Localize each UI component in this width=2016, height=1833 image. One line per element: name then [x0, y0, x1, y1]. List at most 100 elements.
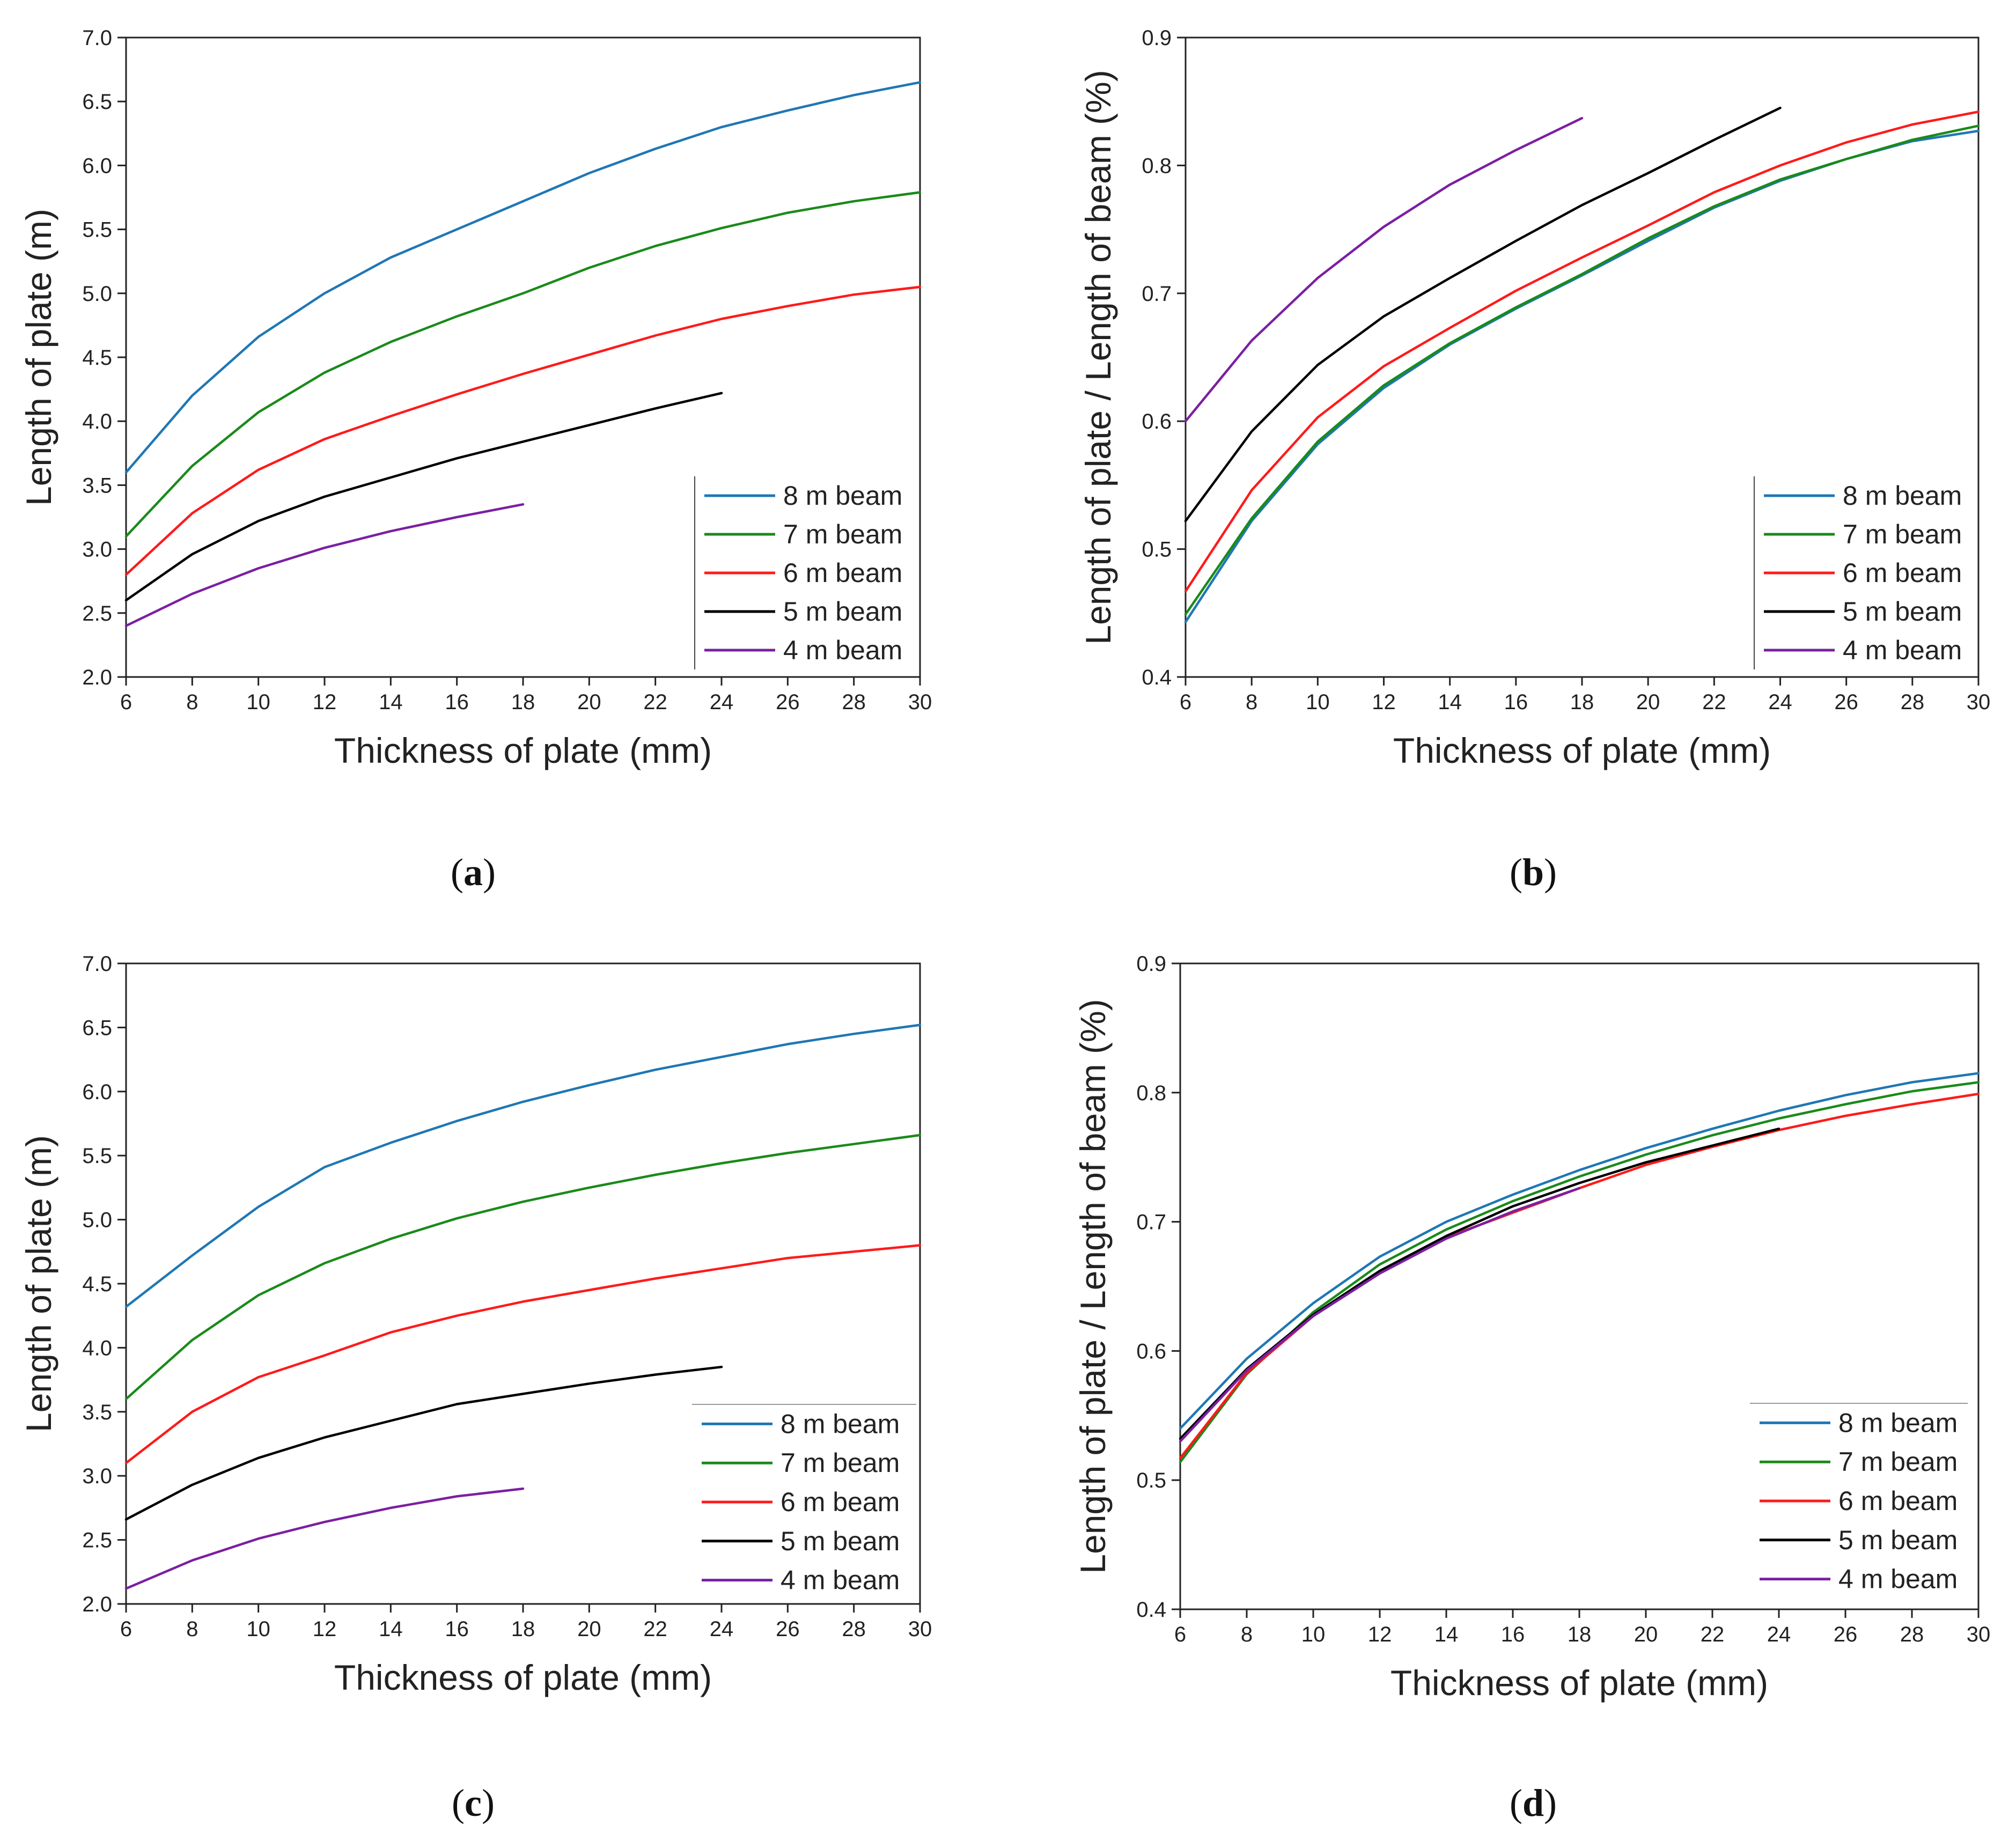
- x-tick-label: 26: [1834, 1623, 1858, 1646]
- chart-panel-b: 6 8 10 12 14 16 18 20 22 24 26 28 30 0.4 0.5 0.6 0.7 0.8 0…: [1078, 26, 1990, 894]
- y-tick-label: 0.4: [1142, 666, 1172, 689]
- y-tick-label: 0.6: [1136, 1339, 1166, 1363]
- legend-label: 8 m beam: [783, 481, 902, 511]
- legend: 8 m beam 7 m beam 6 m beam 5 m beam 4 m beam: [692, 1404, 916, 1595]
- y-tick-label: 0.5: [1142, 538, 1172, 562]
- x-axis-label: Thickness of plate (mm): [1390, 1663, 1768, 1703]
- x-tick-label: 30: [908, 1617, 932, 1641]
- series-line-7-m-beam: [1179, 1081, 1980, 1463]
- legend-label: 7 m beam: [1843, 519, 1962, 549]
- series-line-8-m-beam: [124, 81, 922, 474]
- legend-label: 6 m beam: [1843, 558, 1962, 588]
- series-line-6-m-beam: [124, 285, 922, 576]
- series-line-4-m-beam: [124, 503, 525, 627]
- x-tick-label: 28: [842, 1617, 866, 1641]
- y-tick-label: 2.5: [82, 1529, 112, 1552]
- y-tick-label: 4.5: [82, 346, 112, 370]
- series-line-5-m-beam: [124, 1365, 723, 1521]
- x-tick-label: 8: [1246, 690, 1257, 714]
- x-tick-label: 30: [1967, 1623, 1991, 1646]
- legend: 8 m beam 7 m beam 6 m beam 5 m beam 4 m beam: [1754, 476, 1962, 669]
- x-tick-label: 18: [1568, 1623, 1592, 1646]
- series-line-7-m-beam: [124, 1133, 922, 1401]
- y-tick-label: 5.5: [82, 218, 112, 242]
- legend-label: 5 m beam: [783, 597, 902, 627]
- y-tick-label: 4.5: [82, 1272, 112, 1296]
- x-tick-label: 10: [1306, 690, 1330, 714]
- series-line-4-m-beam: [124, 1487, 525, 1590]
- y-tick-label: 5.0: [82, 1209, 112, 1232]
- panel-caption: (b): [1510, 851, 1557, 894]
- legend: 8 m beam 7 m beam 6 m beam 5 m beam 4 m beam: [1750, 1403, 1968, 1594]
- legend-label: 4 m beam: [1843, 635, 1962, 665]
- chart-panel-c: 6 8 10 12 14 16 18 20 22 24 26 28 30 2.0 2.5 3.0 3.5 4.0 4…: [19, 952, 932, 1824]
- x-tick-label: 14: [379, 1617, 403, 1641]
- y-tick-label: 3.5: [82, 1401, 112, 1424]
- series-line-4-m-beam: [1179, 1187, 1581, 1443]
- x-tick-label: 12: [313, 1617, 337, 1641]
- y-tick-label: 2.0: [82, 666, 112, 689]
- x-tick-label: 8: [186, 1617, 198, 1641]
- series-line-7-m-beam: [124, 191, 922, 538]
- y-tick-label: 7.0: [82, 952, 112, 976]
- legend-label: 4 m beam: [781, 1565, 900, 1595]
- y-axis-label: Length of plate (m): [19, 1135, 58, 1432]
- x-tick-label: 20: [1634, 1623, 1658, 1646]
- legend-label: 8 m beam: [1838, 1408, 1958, 1438]
- x-tick-label: 18: [511, 1617, 535, 1641]
- x-tick-label: 16: [445, 690, 469, 714]
- panel-caption: (c): [452, 1782, 495, 1824]
- y-tick-label: 3.0: [82, 1464, 112, 1488]
- legend-label: 7 m beam: [781, 1448, 900, 1478]
- series-line-6-m-beam: [1184, 111, 1980, 593]
- y-axis-label: Length of plate / Length of beam (%): [1078, 70, 1118, 644]
- x-tick-label: 14: [1438, 690, 1462, 714]
- y-tick-label: 4.0: [82, 1336, 112, 1360]
- legend-label: 8 m beam: [1843, 481, 1962, 511]
- y-tick-label: 0.8: [1142, 154, 1172, 178]
- y-tick-label: 0.8: [1136, 1081, 1166, 1105]
- x-tick-label: 10: [246, 1617, 270, 1641]
- x-tick-label: 10: [246, 690, 270, 714]
- x-tick-label: 28: [842, 690, 866, 714]
- y-tick-label: 6.0: [82, 154, 112, 178]
- x-tick-label: 8: [186, 690, 198, 714]
- x-tick-label: 20: [577, 690, 601, 714]
- y-tick-label: 0.9: [1136, 952, 1166, 976]
- panel-caption-letter: c: [465, 1782, 482, 1824]
- series-line-8-m-beam: [124, 1024, 922, 1308]
- x-tick-label: 26: [776, 690, 800, 714]
- y-tick-label: 0.9: [1142, 26, 1172, 50]
- x-tick-label: 24: [1768, 690, 1792, 714]
- legend-label: 5 m beam: [1838, 1525, 1958, 1555]
- series-line-7-m-beam: [1184, 124, 1980, 616]
- legend-label: 6 m beam: [1838, 1486, 1958, 1516]
- x-tick-label: 6: [120, 690, 132, 714]
- panel-caption: (a): [451, 851, 496, 894]
- y-axis-label: Length of plate (m): [19, 209, 58, 506]
- panel-caption-letter: a: [463, 851, 483, 894]
- y-tick-label: 0.7: [1142, 282, 1172, 306]
- legend-label: 5 m beam: [1843, 597, 1962, 627]
- x-tick-label: 20: [577, 1617, 601, 1641]
- chart-panel-a: 6 8 10 12 14 16 18 20 22 24 26 28 30 2.0 2.5 3.0 3.5 4.0 4…: [19, 26, 932, 894]
- x-tick-label: 14: [379, 690, 403, 714]
- x-axis-label: Thickness of plate (mm): [334, 1658, 712, 1697]
- y-tick-label: 4.0: [82, 410, 112, 433]
- y-tick-label: 0.5: [1136, 1469, 1166, 1492]
- x-tick-label: 14: [1434, 1623, 1459, 1646]
- panel-caption-letter: d: [1522, 1782, 1544, 1824]
- x-tick-label: 24: [710, 1617, 734, 1641]
- x-tick-label: 30: [1967, 690, 1991, 714]
- x-tick-label: 16: [1504, 690, 1528, 714]
- series-line-8-m-beam: [1179, 1072, 1980, 1430]
- x-tick-label: 6: [120, 1617, 132, 1641]
- x-tick-label: 28: [1900, 1623, 1924, 1646]
- y-tick-label: 6.0: [82, 1080, 112, 1104]
- x-tick-label: 12: [1372, 690, 1396, 714]
- x-tick-label: 24: [1767, 1623, 1791, 1646]
- x-axis-label: Thickness of plate (mm): [1393, 731, 1771, 770]
- x-tick-label: 28: [1901, 690, 1925, 714]
- legend: 8 m beam 7 m beam 6 m beam 5 m beam 4 m beam: [694, 476, 902, 669]
